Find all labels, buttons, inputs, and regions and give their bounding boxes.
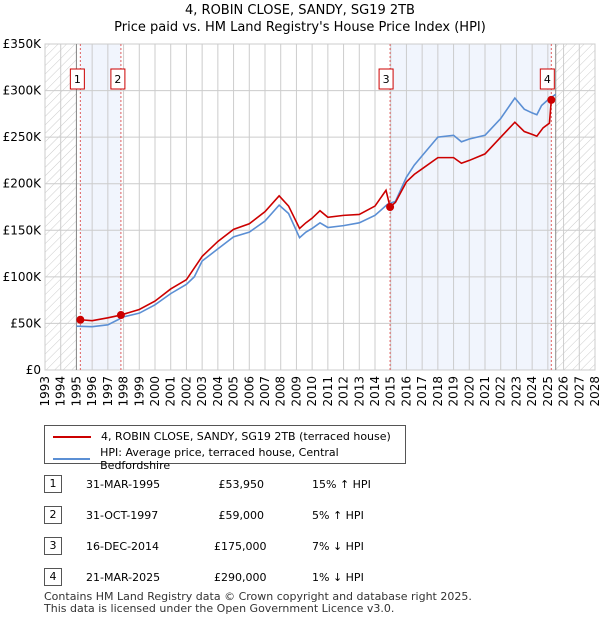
x-tick-label: 1993 (38, 376, 52, 407)
sale-marker-box (539, 68, 555, 90)
sale-number: 1 (44, 475, 62, 493)
legend: 4, ROBIN CLOSE, SANDY, SG19 2TB (terrace… (44, 425, 406, 472)
sale-price: £290,000 (214, 571, 267, 584)
x-tick-label: 2026 (557, 376, 571, 407)
x-tick-label: 2004 (211, 376, 225, 407)
hpi-line (76, 93, 557, 328)
y-tick-label: £50K (10, 316, 42, 330)
y-tick-label: £150K (3, 223, 43, 237)
sale-hpi-diff: 7% ↓ HPI (312, 540, 364, 553)
sale-number: 3 (44, 537, 62, 555)
sale-point (386, 203, 395, 211)
x-tick-label: 2025 (541, 376, 555, 407)
x-tick-label: 2012 (337, 376, 351, 407)
x-tick-label: 2001 (164, 376, 178, 407)
x-tick-label: 2010 (305, 376, 319, 407)
y-tick-label: £200K (3, 177, 43, 191)
chart-title: 4, ROBIN CLOSE, SANDY, SG19 2TB (185, 3, 415, 18)
x-tick-label: 2011 (321, 376, 335, 407)
sale-marker-label: 3 (383, 73, 390, 86)
x-tick-label: 1994 (54, 376, 68, 407)
sale-number: 2 (44, 506, 62, 524)
chart-subtitle: Price paid vs. HM Land Registry's House … (114, 20, 486, 35)
chart: 1993 1994 1995 1996 1997 1998 1999 2000 2001 2002… (3, 37, 600, 407)
sale-price: £59,000 (218, 509, 265, 522)
x-tick-label: 2014 (368, 376, 382, 407)
sale-hpi-diff: 5% ↑ HPI (312, 509, 364, 522)
x-tick-label: 2027 (572, 376, 586, 407)
footer-line-1: Contains HM Land Registry data © Crown c… (44, 590, 472, 603)
x-tick-label: 2005 (227, 376, 241, 407)
sale-point (547, 95, 556, 104)
legend-label-hpi: HPI: Average price, terraced house, Cent… (100, 446, 339, 472)
table-row: 4 21-MAR-2025 £290,000 1% ↓ HPI (44, 568, 444, 588)
sale-price: £175,000 (214, 540, 267, 553)
x-tick-label: 2016 (399, 376, 413, 407)
legend-blue-line (53, 458, 91, 460)
sale-point (116, 311, 125, 320)
ownership-shading (390, 44, 552, 370)
sale-marker-box (69, 68, 85, 90)
x-tick-label: 2008 (274, 376, 288, 407)
legend-label-property: 4, ROBIN CLOSE, SANDY, SG19 2TB (terrace… (101, 430, 391, 443)
hatch-after-data (555, 44, 595, 370)
x-tick-label: 2019 (447, 376, 461, 407)
plot-border (44, 43, 596, 371)
sale-date: 31-OCT-1997 (86, 509, 159, 522)
y-tick-label: £0 (26, 363, 41, 377)
x-tick-label: 2002 (179, 376, 193, 407)
x-tick-label: 2017 (415, 376, 429, 407)
sale-marker-box (378, 68, 394, 90)
y-tick-label: £350K (3, 37, 43, 51)
property-price-line (80, 97, 555, 322)
x-tick-label: 2021 (478, 376, 492, 407)
sale-hpi-diff: 15% ↑ HPI (312, 478, 371, 491)
x-tick-label: 2024 (525, 376, 539, 407)
x-tick-label: 1999 (132, 376, 146, 407)
x-tick-label: 1995 (69, 376, 83, 407)
footer-line-2: This data is licensed under the Open Gov… (44, 602, 395, 615)
y-tick-label: £250K (3, 130, 43, 144)
x-tick-label: 2000 (148, 376, 162, 407)
x-tick-label: 1998 (117, 376, 131, 407)
x-tick-label: 2006 (242, 376, 256, 407)
x-tick-label: 1996 (85, 376, 99, 407)
table-row: 2 31-OCT-1997 £59,000 5% ↑ HPI (44, 506, 444, 526)
sale-price: £53,950 (218, 478, 265, 491)
x-tick-label: 2007 (258, 376, 272, 407)
y-tick-label: £300K (3, 84, 43, 98)
sale-marker-label: 4 (544, 73, 551, 86)
x-tick-label: 2022 (494, 376, 508, 407)
legend-red-line (53, 435, 91, 438)
sale-point (76, 315, 85, 324)
x-tick-label: 2013 (352, 376, 366, 407)
x-tick-label: 2023 (509, 376, 523, 407)
table-row: 1 31-MAR-1995 £53,950 15% ↑ HPI (44, 475, 444, 495)
x-tick-label: 2020 (462, 376, 476, 407)
x-tick-label: 2015 (384, 376, 398, 407)
sale-marker-box (110, 68, 126, 90)
x-tick-label: 2009 (289, 376, 303, 407)
y-tick-label: £100K (3, 270, 43, 284)
sale-date: 21-MAR-2025 (86, 571, 161, 584)
sale-date: 16-DEC-2014 (86, 540, 160, 553)
sale-number: 4 (44, 568, 62, 586)
sale-marker-label: 2 (114, 73, 121, 86)
x-tick-label: 2018 (431, 376, 445, 407)
sale-marker-label: 1 (74, 73, 81, 86)
table-row: 3 16-DEC-2014 £175,000 7% ↓ HPI (44, 537, 444, 557)
sale-hpi-diff: 1% ↓ HPI (312, 571, 364, 584)
x-tick-label: 2003 (195, 376, 209, 407)
x-tick-label: 1997 (101, 376, 115, 407)
sale-date: 31-MAR-1995 (86, 478, 161, 491)
ownership-shading (80, 44, 121, 370)
x-tick-label: 2028 (588, 376, 600, 407)
